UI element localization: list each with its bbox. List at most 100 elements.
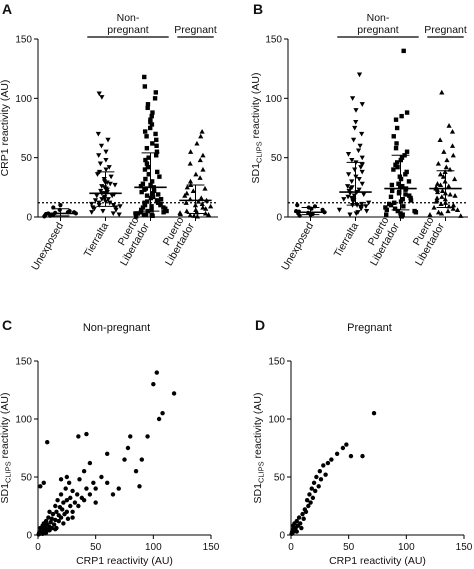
data-point	[450, 202, 457, 208]
data-point	[154, 137, 159, 143]
category-label: PuertoLibertador	[358, 215, 403, 268]
data-point	[198, 133, 204, 139]
data-point	[47, 509, 52, 514]
data-point	[345, 152, 352, 157]
data-point	[139, 207, 144, 213]
data-point	[87, 492, 93, 497]
data-point	[117, 204, 123, 209]
data-point	[65, 516, 71, 521]
data-point	[392, 200, 397, 205]
data-point	[444, 157, 450, 163]
data-point	[48, 520, 53, 525]
data-point	[347, 212, 353, 218]
data-point	[404, 169, 409, 175]
data-point	[76, 503, 81, 509]
data-point	[434, 181, 441, 186]
data-point	[357, 143, 363, 149]
data-point	[97, 161, 103, 167]
data-point	[197, 157, 203, 163]
data-point	[110, 203, 117, 208]
data-point	[310, 495, 316, 501]
data-point	[149, 207, 154, 213]
x-tick-label: 100	[145, 542, 162, 553]
data-point	[142, 74, 147, 80]
data-point	[313, 488, 318, 494]
data-point	[63, 486, 68, 491]
data-point	[359, 131, 365, 137]
data-point	[81, 469, 87, 474]
data-point	[306, 503, 311, 509]
data-point	[160, 411, 165, 416]
data-point	[434, 195, 440, 201]
data-point	[140, 181, 146, 186]
data-point	[399, 113, 404, 119]
data-point	[143, 157, 148, 163]
data-point	[200, 204, 206, 210]
data-point	[77, 477, 82, 482]
data-point	[298, 521, 303, 526]
category-label: Tierralta	[82, 220, 112, 259]
data-point	[142, 202, 148, 208]
data-point	[96, 153, 102, 158]
data-point	[341, 197, 347, 202]
data-point	[87, 460, 93, 466]
data-point	[350, 137, 357, 143]
data-point	[94, 193, 100, 199]
data-point	[154, 198, 160, 203]
y-axis-label-main: SD1	[250, 163, 262, 184]
data-point	[393, 145, 399, 151]
data-point	[393, 162, 398, 167]
data-point	[187, 161, 193, 166]
data-point	[203, 206, 209, 211]
data-point	[361, 192, 367, 198]
data-point	[135, 211, 141, 216]
data-point	[349, 179, 355, 184]
data-point	[49, 525, 55, 531]
data-point	[307, 492, 312, 497]
data-point	[296, 515, 302, 520]
data-point	[133, 211, 138, 216]
data-point	[105, 137, 111, 143]
data-point	[110, 492, 116, 497]
data-point	[348, 453, 354, 459]
data-point	[103, 167, 109, 173]
data-point	[150, 194, 156, 200]
data-point	[400, 183, 405, 189]
data-point	[187, 178, 194, 184]
y-tick-label: 150	[265, 35, 282, 46]
y-tick-label: 0	[276, 213, 282, 224]
panel-letter: A	[2, 1, 12, 17]
data-point	[398, 176, 404, 182]
data-point	[197, 175, 203, 180]
data-point	[437, 137, 443, 142]
data-point	[447, 191, 453, 197]
data-point	[150, 141, 155, 146]
data-point	[356, 72, 363, 78]
data-point	[439, 89, 445, 95]
data-point	[61, 500, 66, 505]
data-point	[54, 509, 59, 514]
data-point	[311, 480, 317, 485]
data-point	[116, 212, 122, 218]
data-point	[93, 500, 98, 505]
data-point	[329, 457, 334, 462]
data-point	[356, 176, 362, 182]
data-point	[435, 161, 441, 166]
data-point	[158, 201, 163, 207]
data-point	[157, 174, 162, 179]
data-point	[112, 182, 118, 188]
y-axis-label-subscript: CLIPS	[4, 461, 13, 483]
data-point	[441, 149, 447, 154]
data-point	[190, 188, 196, 193]
data-point	[199, 201, 205, 207]
data-point	[153, 131, 158, 137]
group-label: Pregnant	[174, 24, 217, 36]
data-point	[393, 117, 399, 122]
data-point	[116, 486, 121, 491]
data-point	[182, 193, 188, 198]
data-point	[412, 208, 417, 214]
data-point	[320, 207, 325, 212]
data-point	[399, 155, 405, 160]
data-point	[450, 206, 456, 211]
